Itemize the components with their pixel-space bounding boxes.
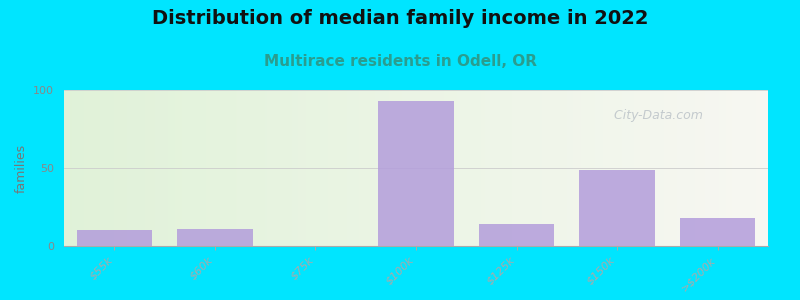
Text: Multirace residents in Odell, OR: Multirace residents in Odell, OR: [263, 54, 537, 69]
Bar: [680, 218, 755, 246]
Bar: [77, 230, 152, 246]
Y-axis label: families: families: [14, 143, 28, 193]
Text: Distribution of median family income in 2022: Distribution of median family income in …: [152, 9, 648, 28]
Bar: [177, 229, 253, 246]
Bar: [378, 101, 454, 246]
Bar: [579, 169, 655, 246]
Bar: [479, 224, 554, 246]
Text: City-Data.com: City-Data.com: [606, 109, 703, 122]
